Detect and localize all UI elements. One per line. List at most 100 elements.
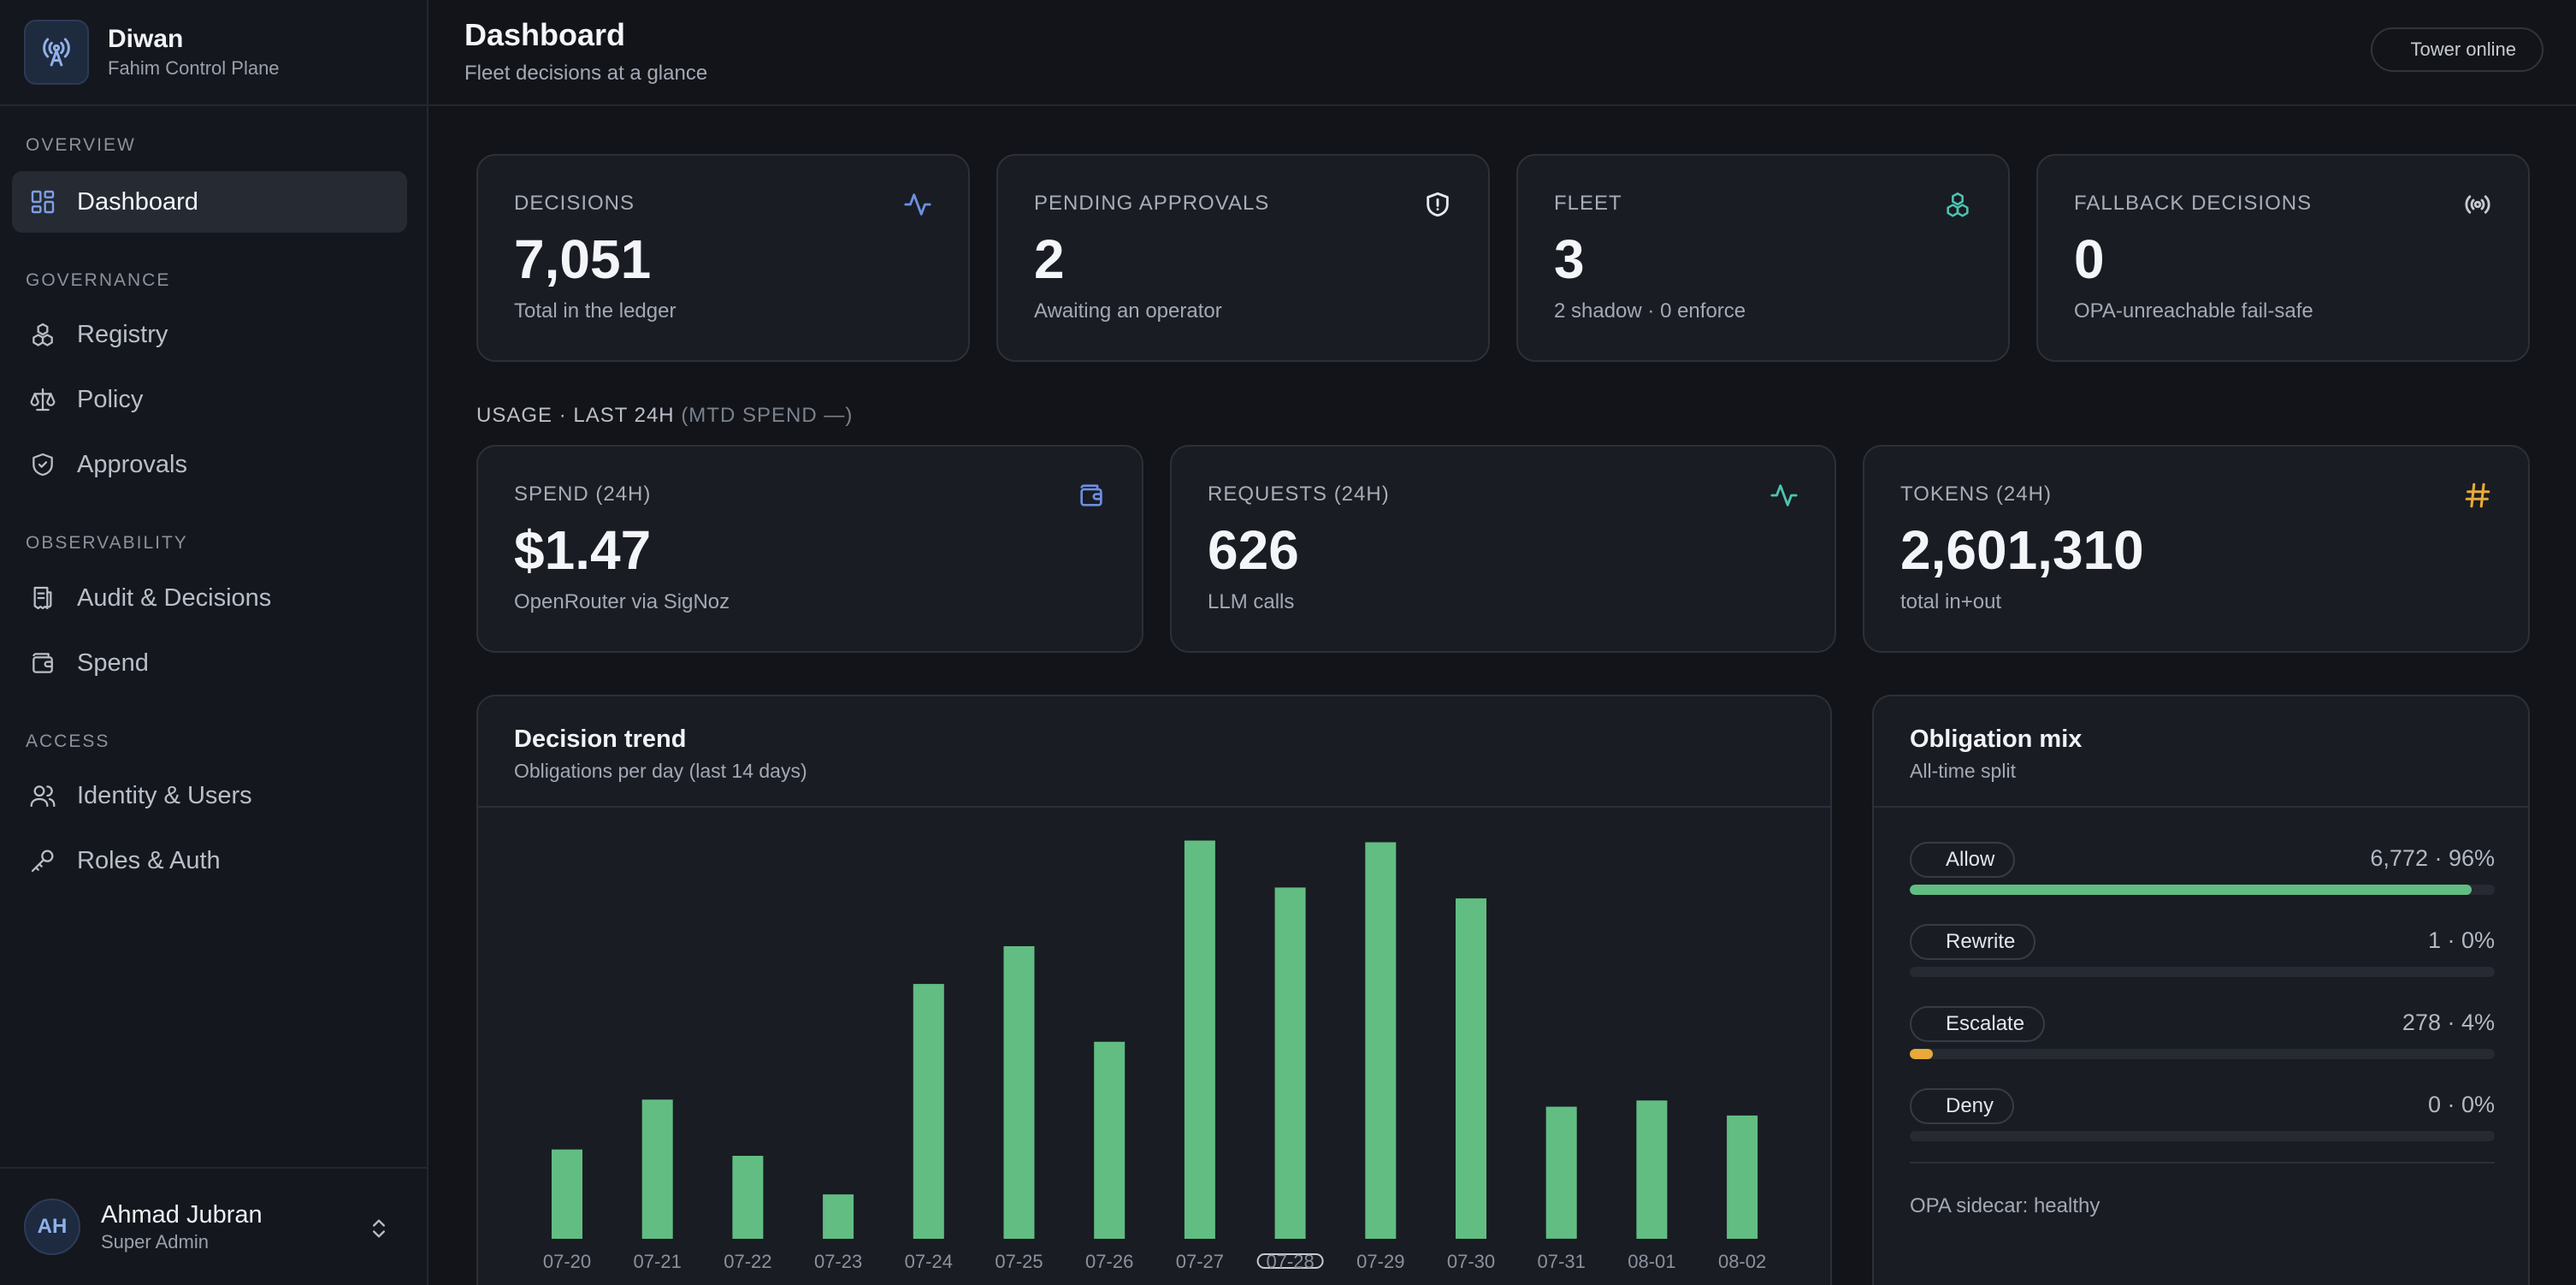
- usage-label: Requests (24h): [1208, 483, 1390, 506]
- avatar: AH: [24, 1199, 80, 1255]
- panel-subtitle: All-time split: [1910, 760, 2016, 782]
- user-menu[interactable]: AH Ahmad Jubran Super Admin: [0, 1167, 427, 1285]
- page-title: Dashboard: [464, 17, 626, 52]
- chart-bar-07-24[interactable]: [913, 984, 944, 1239]
- sidebar-item-label: Spend: [77, 648, 149, 677]
- activity-icon: [904, 193, 931, 216]
- sidebar-item-policy[interactable]: Policy: [12, 369, 407, 430]
- usage-card-tokens: Tokens (24h) 2,601,310 total in+out: [1863, 445, 2530, 653]
- sidebar-item-label: Dashboard: [77, 187, 198, 216]
- x-tick-label: 07-26: [1085, 1251, 1133, 1272]
- brand-name: Diwan: [108, 25, 184, 53]
- usage-value: $1.47: [514, 519, 652, 581]
- x-tick-label: 07-28: [1266, 1251, 1314, 1272]
- status-badge: Tower online: [2371, 27, 2544, 72]
- wallet-icon: [29, 649, 56, 677]
- obligation-progress-track: [1910, 885, 2495, 895]
- sidebar-item-label: Roles & Auth: [77, 846, 221, 874]
- usage-sub: LLM calls: [1208, 590, 1295, 613]
- stat-card-pending-approvals: Pending approvals 2 Awaiting an operator: [996, 154, 1490, 362]
- x-tick-label: 07-22: [724, 1251, 771, 1272]
- obligation-progress-track: [1910, 1049, 2495, 1059]
- wallet-icon: [1080, 484, 1102, 506]
- obligation-label: Rewrite: [1946, 930, 2016, 953]
- chart-bar-08-01[interactable]: [1636, 1100, 1668, 1239]
- chart-bar-07-25[interactable]: [1003, 946, 1035, 1239]
- stat-sub: 2 shadow · 0 enforce: [1554, 299, 1746, 323]
- sidebar-item-audit[interactable]: Audit & Decisions: [12, 567, 407, 629]
- boxes-icon: [29, 321, 56, 348]
- chart-bar-07-29[interactable]: [1365, 842, 1397, 1240]
- usage-label: Tokens (24h): [1900, 483, 2052, 506]
- status-badge-label: Tower online: [2410, 38, 2516, 60]
- chart-bar-07-28[interactable]: [1274, 887, 1306, 1239]
- divider: [1874, 806, 2528, 808]
- obligation-chip: Allow: [1910, 842, 2016, 878]
- usage-value: 626: [1208, 519, 1299, 581]
- chart-bar-08-02[interactable]: [1727, 1115, 1758, 1239]
- nav-section-access: Access: [26, 731, 110, 751]
- panel-title: Obligation mix: [1910, 725, 2083, 753]
- x-tick-label: 07-30: [1447, 1251, 1495, 1272]
- chart-bar-07-26[interactable]: [1094, 1041, 1126, 1239]
- sidebar-item-label: Registry: [77, 320, 168, 348]
- obligation-label: Allow: [1946, 848, 1995, 871]
- stat-card-fleet: Fleet 3 2 shadow · 0 enforce: [1516, 154, 2010, 362]
- chart-bar-07-22[interactable]: [732, 1156, 764, 1239]
- mix-row-allow: Allow 6,772 · 96%: [1910, 842, 2495, 924]
- shield-check-icon: [29, 451, 56, 478]
- radio-icon: [2465, 195, 2490, 214]
- obligation-label: Deny: [1946, 1094, 1994, 1117]
- usage-heading-muted: (MTD spend —): [681, 404, 854, 427]
- page-subtitle: Fleet decisions at a glance: [464, 62, 708, 85]
- user-name: Ahmad Jubran: [101, 1201, 263, 1229]
- sidebar-item-roles[interactable]: Roles & Auth: [12, 830, 407, 891]
- sidebar-item-registry[interactable]: Registry: [12, 304, 407, 365]
- obligation-value: 278 · 4%: [2402, 1010, 2495, 1035]
- opa-sidecar-status: OPA sidecar: healthy: [1910, 1194, 2100, 1217]
- usage-sub: total in+out: [1900, 590, 2002, 613]
- page-header: Dashboard Fleet decisions at a glance To…: [428, 0, 2576, 106]
- usage-heading: Usage · Last 24h (MTD spend —): [476, 404, 853, 428]
- sidebar-item-approvals[interactable]: Approvals: [12, 434, 407, 495]
- obligation-progress-fill: [1910, 885, 2472, 895]
- obligation-chip: Rewrite: [1910, 924, 2036, 960]
- chart-bar-07-21[interactable]: [641, 1099, 673, 1239]
- hash-icon: [2465, 483, 2490, 508]
- sidebar-item-label: Identity & Users: [77, 781, 252, 809]
- stat-value: 0: [2074, 228, 2105, 290]
- stat-label: Fallback decisions: [2074, 192, 2313, 215]
- brand-subtitle: Fahim Control Plane: [108, 57, 280, 79]
- sidebar-item-identity[interactable]: Identity & Users: [12, 765, 407, 826]
- panel-subtitle: Obligations per day (last 14 days): [514, 760, 807, 782]
- x-tick-label: 08-02: [1718, 1251, 1766, 1272]
- scale-icon: [29, 386, 56, 413]
- obligation-label: Escalate: [1946, 1012, 2025, 1035]
- sidebar-item-spend[interactable]: Spend: [12, 632, 407, 694]
- obligation-mix-panel: Obligation mix All-time split Allow 6,772…: [1872, 695, 2530, 1285]
- nav-section-observability: Observability: [26, 533, 188, 553]
- divider: [478, 806, 1830, 808]
- sidebar-item-dashboard[interactable]: Dashboard: [12, 171, 407, 233]
- antenna-icon: [24, 20, 89, 85]
- chart-bar-07-23[interactable]: [823, 1194, 854, 1239]
- chevrons-up-down-icon[interactable]: [367, 1215, 391, 1242]
- usage-label: Spend (24h): [514, 483, 652, 506]
- x-tick-label: 07-25: [995, 1251, 1043, 1272]
- x-tick-label: 07-20: [543, 1251, 591, 1272]
- brand: Diwan Fahim Control Plane: [0, 0, 427, 106]
- mix-row-escalate: Escalate 278 · 4%: [1910, 1006, 2495, 1088]
- stat-card-decisions: Decisions 7,051 Total in the ledger: [476, 154, 970, 362]
- boxes-icon: [1947, 192, 1969, 217]
- x-tick-label: 07-29: [1356, 1251, 1404, 1272]
- sidebar-item-label: Audit & Decisions: [77, 583, 272, 612]
- chart-bar-07-30[interactable]: [1456, 898, 1486, 1239]
- dashboard-icon: [29, 188, 56, 216]
- sidebar: Diwan Fahim Control Plane Overview Dashb…: [0, 0, 428, 1285]
- tick-focus-ring: [1256, 1253, 1324, 1269]
- stat-label: Fleet: [1554, 192, 1622, 215]
- chart-bar-07-31[interactable]: [1545, 1106, 1577, 1239]
- chart-bar-07-20[interactable]: [552, 1149, 582, 1239]
- stat-value: 7,051: [514, 228, 652, 290]
- chart-bar-07-27[interactable]: [1184, 840, 1215, 1240]
